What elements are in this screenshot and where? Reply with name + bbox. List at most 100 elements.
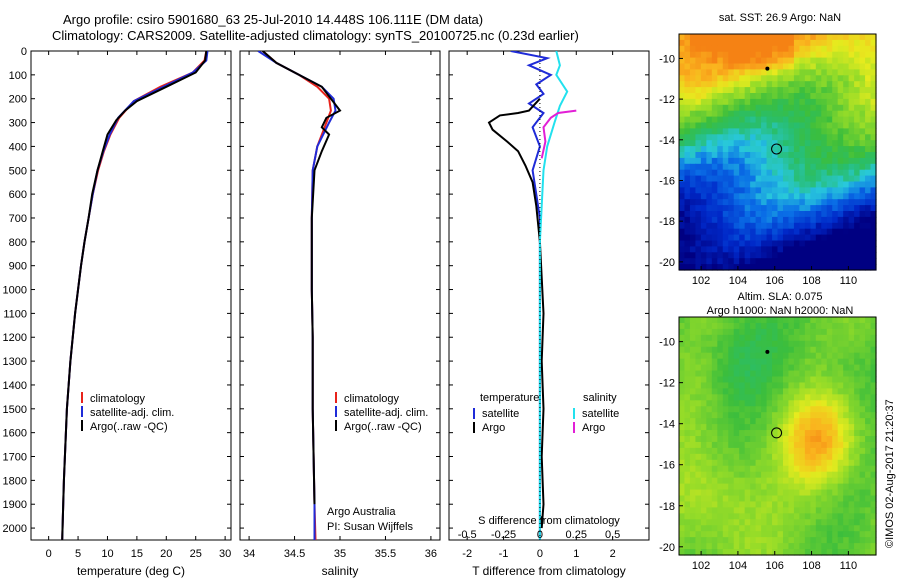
secondary-x-axis-label: S difference from climatology xyxy=(478,515,620,527)
y-tick-label: 300 xyxy=(9,118,27,130)
map-x-tick-label: 106 xyxy=(766,275,784,287)
series-line-argo-raw-qc- xyxy=(61,51,208,540)
x-tick-label: 15 xyxy=(131,548,143,560)
figure-title-line2: Climatology: CARS2009. Satellite-adjuste… xyxy=(52,28,579,43)
plot-frame xyxy=(30,50,232,541)
y-tick-label: 200 xyxy=(9,94,27,106)
profile-location-marker xyxy=(771,143,783,155)
x-tick-label: 34.5 xyxy=(284,548,305,560)
x-axis-label: T difference from climatology xyxy=(472,564,626,578)
map-x-tick-label: 108 xyxy=(802,560,820,572)
secondary-x-tick-label: -0.5 xyxy=(458,529,477,541)
map-x-tick-label: 102 xyxy=(692,275,710,287)
x-tick-label: 36 xyxy=(425,548,437,560)
map-x-tick-label: 110 xyxy=(840,275,858,287)
x-tick-label: 20 xyxy=(160,548,172,560)
map-y-tick-label: -16 xyxy=(659,460,675,472)
y-tick-label: 1100 xyxy=(3,308,27,320)
secondary-x-tick-label: -0.25 xyxy=(491,529,516,541)
y-tick-label: 1500 xyxy=(3,404,27,416)
map-y-tick-label: -20 xyxy=(659,257,675,269)
secondary-x-tick-label: 0.25 xyxy=(566,529,587,541)
y-tick-label: 500 xyxy=(9,165,27,177)
profile-panel-1: 0 5 10 15 20 25 300100200300400500600700800900… xyxy=(3,46,232,578)
series-line-salinity-argo xyxy=(540,109,577,159)
x-tick-label: 10 xyxy=(101,548,113,560)
map-x-tick-label: 104 xyxy=(729,275,747,287)
map-y-tick-label: -14 xyxy=(659,419,675,431)
map-y-tick-label: -20 xyxy=(659,542,675,554)
x-tick-label: 1 xyxy=(573,548,579,560)
x-axis-label: salinity xyxy=(322,564,359,578)
y-tick-label: 100 xyxy=(9,70,27,82)
x-tick-label: -1 xyxy=(499,548,509,560)
map-x-tick-label: 102 xyxy=(692,560,710,572)
legend-entry: climatology xyxy=(90,393,146,405)
y-tick-label: 1600 xyxy=(3,428,27,440)
legend-entry: climatology xyxy=(344,393,400,405)
legend-entry: Argo xyxy=(482,422,505,434)
x-tick-label: 30 xyxy=(219,548,231,560)
y-tick-label: 2000 xyxy=(3,523,27,535)
float-position-dot xyxy=(765,66,770,71)
legend-title-salinity: salinity xyxy=(583,392,617,404)
map-frame xyxy=(678,316,877,556)
secondary-x-tick-label: 0 xyxy=(537,529,543,541)
sla-map-label2: Argo h1000: NaN h2000: NaN xyxy=(706,305,854,317)
x-tick-label: 5 xyxy=(75,548,81,560)
y-tick-label: 700 xyxy=(9,213,27,225)
legend-entry: Argo(..raw -QC) xyxy=(344,421,422,433)
sla-map-label1: Altim. SLA: 0.075 xyxy=(737,291,823,303)
y-tick-label: 1700 xyxy=(3,452,27,464)
map-x-tick-label: 108 xyxy=(802,275,820,287)
legend-entry: Argo(..raw -QC) xyxy=(90,421,168,433)
series-line-argo-raw-qc- xyxy=(262,51,342,505)
y-tick-label: 400 xyxy=(9,141,27,153)
profile-location-marker xyxy=(771,427,783,439)
y-tick-label: 900 xyxy=(9,261,27,273)
legend-entry: satellite-adj. clim. xyxy=(90,407,174,419)
legend-entry: Argo xyxy=(582,422,605,434)
x-tick-label: 35.5 xyxy=(375,548,396,560)
series-line-salinity-satellite xyxy=(538,51,569,540)
float-position-dot xyxy=(765,349,770,354)
y-tick-label: 1900 xyxy=(3,499,27,511)
x-tick-label: 2 xyxy=(610,548,616,560)
legend-entry: satellite xyxy=(582,408,619,420)
legend-entry: satellite-adj. clim. xyxy=(344,407,428,419)
map-y-tick-label: -10 xyxy=(659,337,675,349)
profile-panel-2: 34 34.5 35 35.5 36 salinity xyxy=(239,50,441,578)
map-y-tick-label: -12 xyxy=(659,94,675,106)
map-x-tick-label: 110 xyxy=(840,560,858,572)
y-tick-label: 1000 xyxy=(3,285,27,297)
map-y-tick-label: -12 xyxy=(659,378,675,390)
x-tick-label: 0 xyxy=(46,548,52,560)
y-tick-label: 1800 xyxy=(3,475,27,487)
sst-map-label: sat. SST: 26.9 Argo: NaN xyxy=(718,12,842,24)
y-tick-label: 0 xyxy=(21,46,27,58)
argo-australia-annotation: Argo Australia xyxy=(327,506,396,518)
sla-map: 102 104 106 108 110 -10 -12 -14 -16 -18 -20 xyxy=(659,316,877,572)
map-y-tick-label: -16 xyxy=(659,175,675,187)
x-tick-label: 25 xyxy=(190,548,202,560)
y-tick-label: 800 xyxy=(9,237,27,249)
legend-entry: satellite xyxy=(482,408,519,420)
series-line-temperature-argo xyxy=(487,98,545,529)
plot-frame xyxy=(239,50,441,541)
legend-title-temperature: temperature xyxy=(480,392,539,404)
x-axis-label: temperature (deg C) xyxy=(77,564,185,578)
y-tick-label: 600 xyxy=(9,189,27,201)
plot-frame xyxy=(448,50,650,541)
map-y-tick-label: -18 xyxy=(659,501,675,513)
y-tick-label: 1200 xyxy=(3,332,27,344)
secondary-x-tick-label: 0.5 xyxy=(605,529,620,541)
profile-panel-3: -2 -1 0 1 2 T difference from climatology xyxy=(448,50,650,578)
x-tick-label: 34 xyxy=(243,548,255,560)
figure-title-line1: Argo profile: csiro 5901680_63 25-Jul-20… xyxy=(63,12,484,27)
x-tick-label: 0 xyxy=(537,548,543,560)
y-tick-label: 1300 xyxy=(3,356,27,368)
y-tick-label: 1400 xyxy=(3,380,27,392)
sst-map: 102 104 106 108 110 -10 -12 -14 -16 -18 -20 xyxy=(659,33,877,287)
map-x-tick-label: 106 xyxy=(766,560,784,572)
